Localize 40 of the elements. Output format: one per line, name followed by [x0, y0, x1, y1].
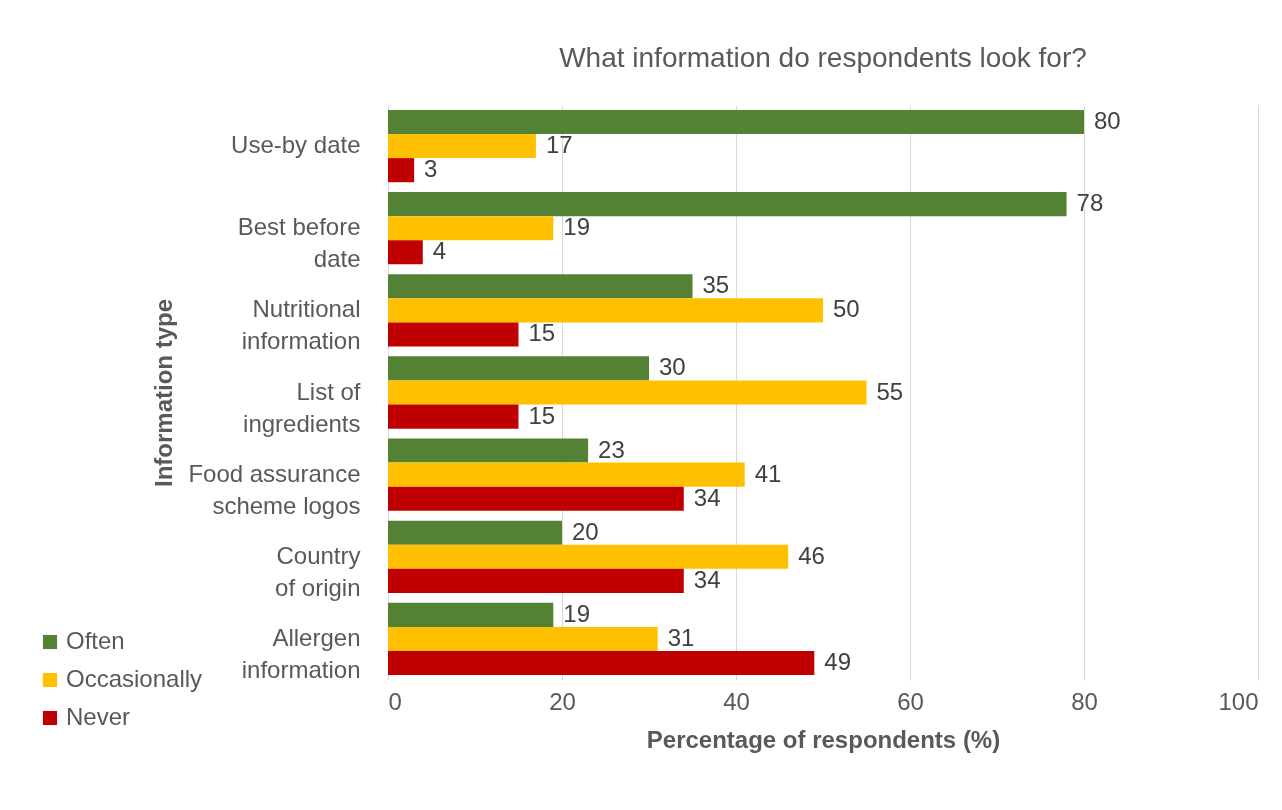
data-label: 55	[876, 377, 904, 405]
data-label: 23	[598, 435, 625, 463]
data-label: 30	[659, 353, 686, 381]
data-label: 31	[667, 623, 695, 651]
data-label: 4	[432, 237, 447, 265]
legend-label: Occasionally	[66, 665, 203, 692]
x-tick-label: 20	[549, 687, 576, 715]
data-label: 19	[563, 599, 590, 627]
chart-title: What information do respondents look for?	[559, 42, 1087, 73]
x-axis-title: Percentage of respondents (%)	[646, 725, 1001, 753]
data-label: 34	[693, 483, 721, 511]
data-label: 78	[1076, 189, 1104, 217]
legend-label: Never	[66, 703, 131, 730]
y-tick-label: List of ingredients	[243, 377, 361, 437]
y-tick-label: Use-by date	[231, 131, 361, 159]
x-tick-label: 0	[388, 687, 402, 715]
x-tick-label: 40	[723, 687, 750, 715]
data-label: 49	[824, 648, 851, 676]
y-tick-label: Allergen information	[241, 623, 361, 683]
data-label: 20	[572, 517, 599, 545]
data-label: 41	[754, 459, 782, 487]
data-label: 15	[528, 319, 556, 347]
data-label: 17	[545, 131, 573, 159]
x-tick-label: 100	[1218, 687, 1259, 715]
y-axis-title: Information type	[149, 298, 177, 488]
legend-label: Often	[66, 627, 125, 654]
x-tick-label: 80	[1071, 687, 1098, 715]
y-tick-label: Best before date	[237, 213, 361, 273]
data-label: 19	[563, 213, 590, 241]
data-label: 50	[833, 295, 860, 323]
data-label: 80	[1094, 106, 1121, 134]
x-tick-label: 60	[897, 687, 924, 715]
y-tick-label: Food assurance scheme logos	[188, 459, 361, 519]
y-tick-label: Nutritional information	[241, 295, 361, 355]
data-label: 3	[424, 155, 438, 183]
y-tick-label: Country of origin	[275, 541, 361, 601]
data-label: 46	[798, 541, 825, 569]
data-label: 35	[702, 271, 730, 299]
data-label: 15	[528, 401, 556, 429]
data-label: 34	[693, 565, 721, 593]
